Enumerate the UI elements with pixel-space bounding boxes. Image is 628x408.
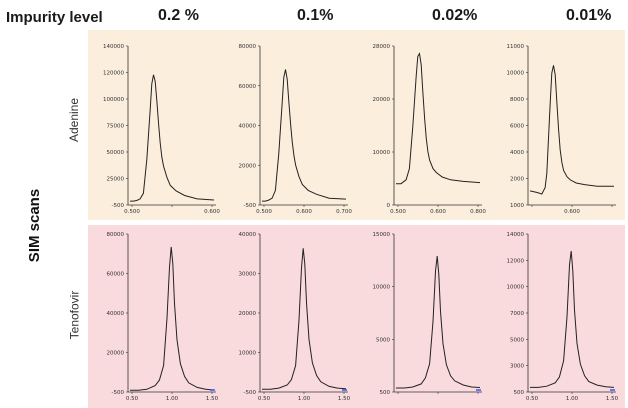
y-tick-label-tenofovir-2-1: 30000 [239, 272, 257, 278]
x-tick-label-adenine-2-1: 0.600 [296, 209, 312, 215]
chart-adenine-4: 11000 10000 8000 6000 4000 2000 1000 0.600 [507, 44, 616, 215]
y-tick-label-adenine-1-3: 75000 [107, 124, 125, 130]
y-tick-label-tenofovir-1-0: 80000 [107, 232, 125, 238]
x-tick-label-adenine-1-0: 0.500 [124, 209, 140, 215]
y-tick-label-adenine-1-0: 140000 [103, 44, 124, 50]
y-tick-label-tenofovir-1-1: 60000 [107, 272, 125, 278]
y-tick-label-tenofovir-2-2: 20000 [239, 311, 257, 317]
chart-tenofovir-3: 15000 10000 5000 500 [373, 232, 482, 396]
y-tick-label-adenine-4-3: 6000 [510, 124, 524, 130]
level-header-1: 0.2 % [158, 7, 199, 24]
y-tick-label-adenine-4-2: 8000 [510, 97, 524, 103]
y-tick-label-adenine-1-2: 100000 [103, 97, 124, 103]
x-tick-label-tenofovir-2-0: 0.50 [258, 396, 271, 402]
y-tick-label-adenine-4-1: 10000 [507, 71, 525, 77]
trace-tenofovir-4 [530, 250, 615, 388]
y-tick-label-adenine-1-5: 25000 [107, 177, 125, 183]
trace-adenine-4 [529, 65, 614, 195]
x-tick-label-tenofovir-1-2: 1.50 [206, 396, 219, 402]
x-tick-label-tenofovir-4-2: 1.50 [606, 396, 619, 402]
chart-tenofovir-2: 40000 30000 20000 10000 -5000.50 1.00 1.50 [239, 232, 351, 402]
y-tick-label-tenofovir-3-3: 500 [380, 390, 391, 396]
y-tick-label-adenine-3-2: 10000 [373, 150, 391, 156]
level-header-3: 0.02% [432, 7, 478, 24]
y-tick-label-adenine-2-4: -500 [244, 203, 257, 209]
y-tick-label-tenofovir-4-5: 3000 [510, 364, 524, 370]
y-tick-label-tenofovir-4-2: 10000 [507, 285, 525, 291]
y-tick-label-tenofovir-4-3: 7000 [510, 311, 524, 317]
y-tick-label-tenofovir-2-3: 10000 [239, 351, 257, 357]
y-tick-label-tenofovir-3-2: 5000 [376, 337, 390, 343]
impurity-level-label: Impurity level [6, 9, 103, 26]
y-tick-label-tenofovir-3-1: 10000 [373, 285, 391, 291]
y-tick-label-tenofovir-4-0: 14000 [507, 232, 525, 238]
chart-adenine-3: 28000 20000 10000 00.500 0.600 0.800 [373, 44, 487, 215]
x-tick-label-adenine-2-0: 0.500 [256, 209, 272, 215]
y-tick-label-tenofovir-3-0: 15000 [373, 232, 391, 238]
y-tick-label-adenine-1-1: 120000 [103, 71, 124, 77]
y-tick-label-adenine-3-0: 28000 [373, 44, 391, 50]
y-tick-label-tenofovir-4-6: 500 [514, 390, 525, 396]
x-tick-label-adenine-2-2: 0.700 [336, 209, 352, 215]
x-tick-label-adenine-3-2: 0.800 [470, 209, 486, 215]
x-tick-label-tenofovir-1-1: 1.00 [166, 396, 179, 402]
y-tick-label-adenine-1-6: -500 [112, 203, 125, 209]
y-tick-label-adenine-2-1: 60000 [239, 84, 257, 90]
adenine-band [88, 30, 625, 220]
level-header-2: 0.1% [297, 7, 334, 24]
chart-tenofovir-1: 80000 60000 40000 20000 -5000.50 1.00 1.50 [107, 232, 219, 402]
level-header-4: 0.01% [566, 7, 612, 24]
y-tick-label-adenine-4-0: 11000 [507, 44, 525, 50]
chart-adenine-2: 80000 60000 40000 20000 -5000.500 0.600 0.700 [239, 44, 353, 215]
y-tick-label-adenine-2-2: 40000 [239, 124, 257, 130]
trace-adenine-3 [396, 52, 481, 185]
x-tick-label-tenofovir-2-1: 1.00 [298, 396, 311, 402]
x-tick-label-tenofovir-1-0: 0.50 [126, 396, 139, 402]
trace-tenofovir-1 [130, 246, 215, 391]
y-tick-label-adenine-4-5: 2000 [510, 177, 524, 183]
trace-adenine-2 [262, 69, 347, 202]
y-tick-label-adenine-3-3: 0 [387, 203, 391, 209]
tenofovir-band [88, 225, 625, 408]
y-tick-label-adenine-2-0: 80000 [239, 44, 257, 50]
y-tick-label-tenofovir-2-0: 40000 [239, 232, 257, 238]
x-tick-label-tenofovir-4-0: 0.50 [526, 396, 539, 402]
x-tick-label-adenine-4-1: 0.600 [564, 209, 580, 215]
trace-adenine-1 [130, 74, 215, 202]
y-tick-label-adenine-1-4: 50000 [107, 150, 125, 156]
chart-tenofovir-4: 14000 12000 10000 7000 5000 3000 5000.50 1.00 1.… [507, 232, 619, 402]
y-tick-label-adenine-3-1: 20000 [373, 97, 391, 103]
trace-tenofovir-3 [396, 256, 481, 389]
y-tick-label-adenine-4-6: 1000 [510, 203, 524, 209]
x-tick-label-tenofovir-2-2: 1.50 [338, 396, 351, 402]
x-tick-label-adenine-3-0: 0.500 [390, 209, 406, 215]
y-tick-label-tenofovir-4-4: 5000 [510, 337, 524, 343]
y-tick-label-adenine-4-4: 4000 [510, 150, 524, 156]
y-tick-label-tenofovir-1-2: 40000 [107, 311, 125, 317]
x-tick-label-tenofovir-4-1: 1.00 [566, 396, 579, 402]
chart-adenine-1: 140000 120000 100000 75000 50000 25000 -5000.5… [103, 44, 220, 215]
y-tick-label-tenofovir-1-4: -500 [112, 390, 125, 396]
x-tick-label-adenine-1-2: 0.600 [204, 209, 220, 215]
y-tick-label-tenofovir-1-3: 20000 [107, 351, 125, 357]
x-tick-label-adenine-3-1: 0.600 [430, 209, 446, 215]
y-tick-label-adenine-2-3: 20000 [239, 163, 257, 169]
y-tick-label-tenofovir-4-1: 12000 [507, 258, 525, 264]
trace-tenofovir-2 [262, 248, 347, 390]
y-tick-label-tenofovir-2-4: -500 [244, 390, 257, 396]
